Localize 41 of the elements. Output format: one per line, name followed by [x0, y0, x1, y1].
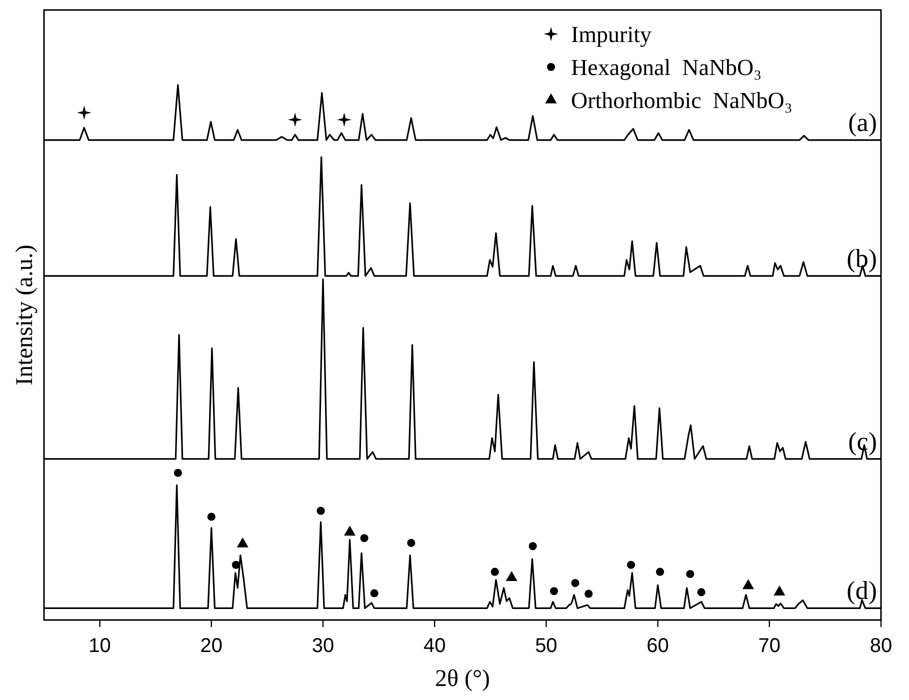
point — [316, 506, 325, 515]
point — [774, 586, 786, 596]
x-tick-label: 70 — [758, 635, 781, 657]
x-tick-label: 30 — [312, 635, 334, 657]
series-label: (b) — [846, 244, 877, 273]
point — [697, 588, 706, 596]
x-tick-label: 50 — [535, 635, 558, 657]
point — [490, 568, 499, 576]
point — [742, 579, 754, 590]
x-tick-label: 80 — [870, 635, 892, 657]
point — [626, 560, 636, 569]
point — [207, 512, 216, 521]
point — [686, 570, 694, 578]
x-tick-label: 10 — [88, 635, 111, 657]
point — [506, 571, 518, 582]
point — [232, 560, 240, 569]
point — [337, 112, 352, 127]
x-tick-label: 20 — [200, 635, 223, 657]
x-tick-label: 40 — [423, 635, 446, 657]
point — [370, 589, 378, 598]
point — [571, 579, 580, 588]
point — [584, 590, 593, 598]
legend-label: Impurity — [571, 22, 652, 47]
y-axis-title: Intensity (a.u.) — [12, 244, 38, 386]
legend-label: Orthorhombic NaNbO₃ — [571, 88, 792, 113]
point — [174, 468, 182, 477]
point — [76, 106, 92, 120]
point — [550, 587, 558, 596]
legend-label: Hexagonal NaNbO₃ — [571, 55, 762, 80]
x-axis-title: 2θ (°) — [434, 666, 490, 692]
series-label: (d) — [846, 576, 877, 606]
point — [288, 112, 302, 127]
point — [236, 537, 248, 548]
series-label: (c) — [848, 426, 877, 456]
point — [656, 568, 664, 576]
point — [360, 534, 368, 542]
x-tick-label: 60 — [646, 635, 669, 657]
point — [344, 526, 356, 536]
point — [407, 538, 416, 547]
point — [528, 542, 537, 550]
series-label: (a) — [848, 108, 877, 138]
